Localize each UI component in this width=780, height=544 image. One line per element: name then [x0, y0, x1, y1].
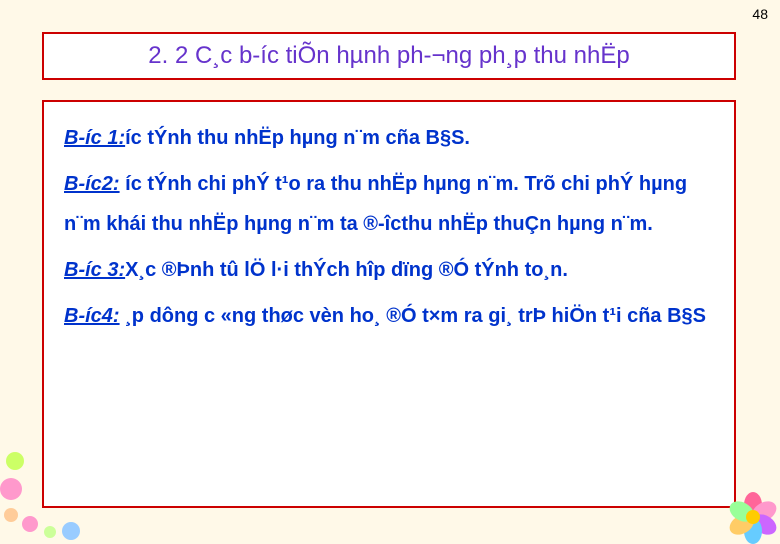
slide-title: 2. 2 C¸c b-íc tiÕn hµnh ph-¬ng ph¸p thu … [148, 42, 629, 69]
content-box: B-íc 1:íc tÝnh thu nhËp hµng n¨m cña B§S… [42, 100, 736, 508]
step-3: B-íc 3:X¸c ®Þnh tû lÖ l·i thÝch hîp dïng… [64, 250, 714, 290]
page-number: 48 [752, 6, 768, 22]
bubble-decoration [22, 516, 38, 532]
step-4-label: B-íc4: [64, 305, 120, 327]
slide: 48 2. 2 C¸c b-íc tiÕn hµnh ph-¬ng ph¸p t… [0, 0, 780, 540]
bubble-decoration [6, 452, 24, 470]
step-2-label: B-íc2: [64, 173, 120, 195]
bubble-decoration [4, 508, 18, 522]
flower-decoration [720, 480, 780, 540]
step-3-body: X¸c ®Þnh tû lÖ l·i thÝch hîp dïng ®Ó tÝn… [125, 259, 568, 281]
bubble-decoration [62, 522, 80, 540]
step-4: B-íc4: ¸p dông c «ng thøc vèn ho¸ ®Ó t×m… [64, 296, 714, 336]
step-1: B-íc 1:íc tÝnh thu nhËp hµng n¨m cña B§S… [64, 118, 714, 158]
step-1-label: B-íc 1: [64, 127, 125, 149]
step-2-body: íc tÝnh chi phÝ t¹o ra thu nhËp hµng n¨m… [64, 173, 687, 235]
title-box: 2. 2 C¸c b-íc tiÕn hµnh ph-¬ng ph¸p thu … [42, 32, 736, 80]
step-3-label: B-íc 3: [64, 259, 125, 281]
step-2: B-íc2: íc tÝnh chi phÝ t¹o ra thu nhËp h… [64, 164, 714, 244]
bubble-decoration [0, 478, 22, 500]
bubble-decoration [44, 526, 56, 538]
step-1-body: íc tÝnh thu nhËp hµng n¨m cña B§S. [125, 127, 470, 149]
step-4-body: ¸p dông c «ng thøc vèn ho¸ ®Ó t×m ra gi¸… [120, 305, 706, 327]
